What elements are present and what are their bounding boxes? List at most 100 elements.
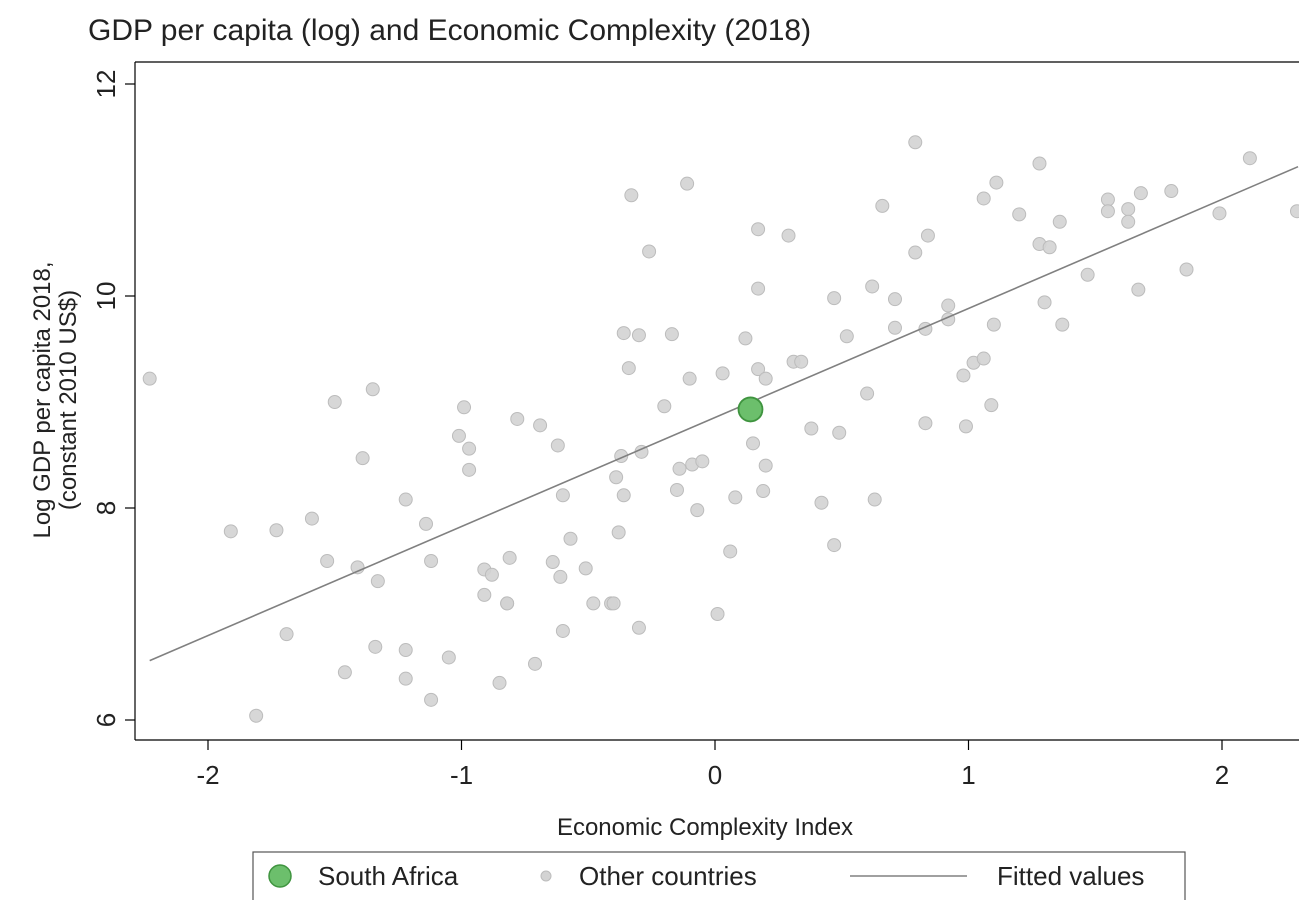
other-country-point-66 (710, 607, 725, 621)
other-country-point-31 (500, 596, 515, 611)
other-country-point-38 (553, 569, 568, 584)
y-tick-label-10: 10 (91, 282, 121, 311)
other-country-point-117 (1100, 204, 1115, 219)
other-country-point-78 (781, 228, 796, 243)
other-country-point-85 (832, 425, 847, 440)
other-country-point-92 (887, 320, 902, 335)
other-country-point-35 (533, 418, 548, 433)
other-country-point-90 (875, 198, 890, 213)
other-country-point-9 (337, 665, 352, 680)
other-country-point-120 (1131, 282, 1146, 297)
other-country-point-4 (269, 523, 284, 538)
other-country-point-62 (682, 371, 697, 386)
other-country-point-93 (908, 245, 923, 260)
other-country-point-118 (1121, 202, 1136, 217)
legend-south-africa-marker (268, 864, 292, 888)
other-country-point-103 (976, 191, 991, 206)
other-country-point-26 (477, 587, 492, 602)
other-country-point-47 (611, 525, 626, 540)
y-tick-label-8: 8 (91, 501, 121, 515)
other-country-point-18 (419, 516, 434, 531)
other-country-point-1 (142, 371, 157, 386)
other-country-point-72 (751, 222, 766, 237)
other-country-point-95 (918, 416, 933, 431)
other-country-point-105 (984, 398, 999, 413)
other-country-point-59 (669, 482, 684, 497)
other-country-point-36 (545, 555, 560, 570)
other-country-point-110 (1032, 156, 1047, 171)
other-country-point-50 (616, 326, 631, 341)
other-country-point-114 (1055, 317, 1070, 332)
other-country-point-46 (609, 470, 624, 485)
other-country-point-87 (860, 386, 875, 401)
other-country-point-53 (631, 328, 646, 343)
y-axis-label-line-1: Log GDP per capita 2018, (29, 261, 56, 538)
other-country-point-101 (958, 419, 973, 434)
other-country-point-12 (365, 382, 380, 397)
legend-other-countries-label: Other countries (579, 861, 757, 891)
other-country-point-33 (510, 411, 525, 426)
other-country-point-28 (484, 567, 499, 582)
other-country-point-24 (462, 462, 477, 477)
other-country-point-56 (642, 244, 657, 259)
other-country-point-69 (728, 490, 743, 505)
other-country-point-61 (680, 176, 695, 191)
other-country-point-60 (672, 461, 687, 476)
other-country-point-119 (1121, 214, 1136, 229)
y-tick-label-6: 6 (91, 713, 121, 727)
other-country-point-16 (398, 643, 413, 658)
other-country-point-39 (555, 488, 570, 503)
other-country-point-108 (1012, 207, 1027, 222)
other-country-point-41 (563, 531, 578, 546)
other-country-point-83 (827, 538, 842, 553)
y-tick-label-12: 12 (91, 70, 121, 99)
fitted-values-line (149, 165, 1299, 662)
other-country-point-15 (398, 492, 413, 507)
other-country-point-29 (492, 675, 507, 690)
legend-fitted-values-label: Fitted values (997, 861, 1144, 891)
other-country-point-67 (715, 366, 730, 381)
other-country-point-86 (839, 329, 854, 344)
other-country-point-123 (1179, 262, 1194, 277)
x-tick-label-minus-2: -2 (196, 760, 219, 790)
x-axis-label: Economic Complexity Index (557, 814, 853, 841)
other-country-point-116 (1100, 192, 1115, 207)
other-country-point-68 (723, 544, 738, 559)
other-country-point-6 (304, 511, 319, 526)
other-country-point-43 (586, 596, 601, 611)
other-country-point-111 (1037, 295, 1052, 310)
other-country-point-121 (1133, 186, 1148, 201)
other-country-point-49 (616, 488, 631, 503)
y-axis-label-line-2: (constant 2010 US$) (55, 290, 82, 510)
other-country-point-73 (751, 281, 766, 296)
other-country-point-3 (249, 708, 264, 723)
other-country-point-64 (690, 503, 705, 518)
other-country-point-100 (956, 368, 971, 383)
x-tick-label-2: 2 (1215, 760, 1229, 790)
other-country-point-81 (804, 421, 819, 436)
other-country-point-124 (1212, 206, 1227, 221)
other-country-point-80 (794, 354, 809, 369)
other-country-point-91 (887, 292, 902, 307)
other-country-point-19 (424, 692, 439, 707)
south-africa-point (737, 396, 764, 423)
other-country-point-76 (758, 458, 773, 473)
other-country-point-51 (621, 361, 636, 376)
other-country-point-71 (746, 436, 761, 451)
other-country-point-54 (631, 620, 646, 635)
other-country-point-32 (502, 550, 517, 565)
other-country-point-8 (327, 395, 342, 409)
other-country-point-58 (664, 327, 679, 342)
other-country-point-5 (279, 627, 294, 642)
other-country-point-112 (1042, 240, 1057, 255)
other-country-point-34 (528, 656, 543, 671)
other-country-point-104 (976, 351, 991, 366)
legend: South Africa Other countries Fitted valu… (252, 851, 1186, 900)
other-country-point-22 (451, 428, 466, 443)
other-country-point-125 (1242, 151, 1257, 166)
other-country-point-20 (424, 554, 439, 568)
other-country-point-107 (989, 175, 1004, 190)
other-country-point-75 (756, 484, 771, 499)
other-country-point-45 (606, 596, 621, 611)
other-country-point-57 (657, 399, 672, 414)
